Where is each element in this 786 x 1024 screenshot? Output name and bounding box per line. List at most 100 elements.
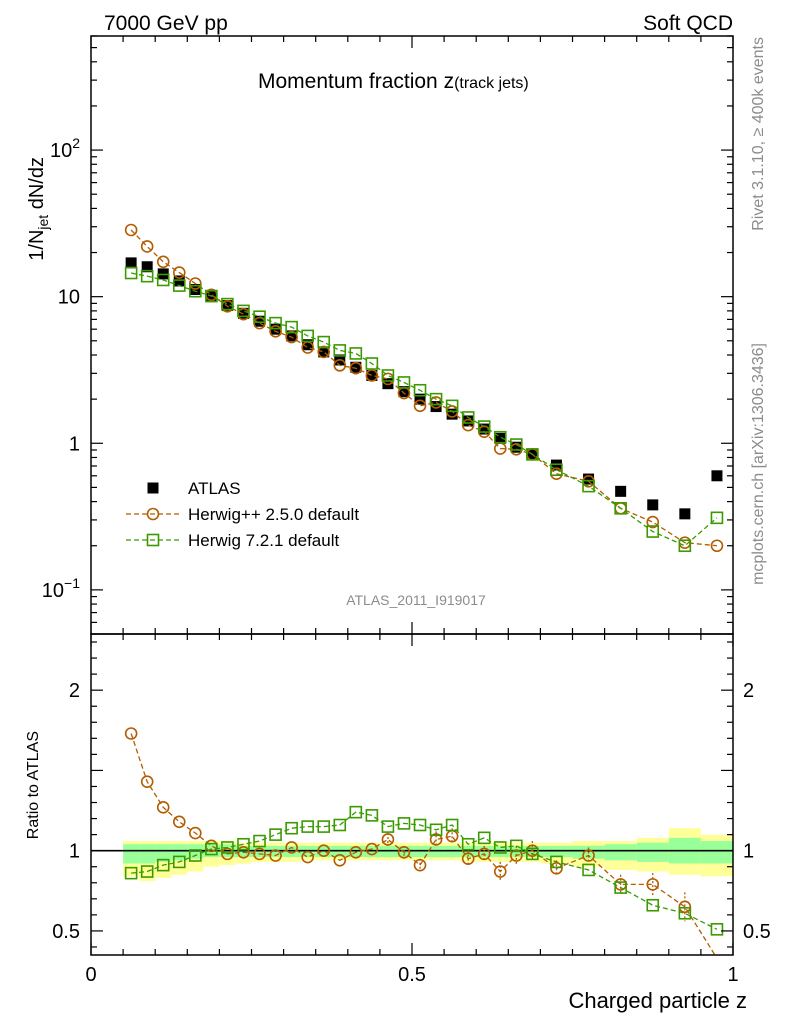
ratio-point [317, 844, 331, 857]
main-point [140, 240, 154, 253]
y-tick-base: 10 [50, 140, 72, 162]
rivet-label: Rivet 3.1.10, ≥ 400k events [750, 37, 767, 231]
y-tick-label: 1 [69, 433, 80, 455]
y-tick-label: 10 [58, 287, 80, 309]
ratio-band-inner [283, 845, 300, 858]
ratio-y-axis-label: Ratio to ATLAS [25, 731, 42, 839]
ratio-point [172, 855, 186, 869]
ratio-series-1 [124, 727, 716, 956]
ratio-band-inner [636, 842, 669, 862]
ratio-point [678, 900, 692, 914]
ratio-band-inner [315, 845, 332, 858]
ratio-panel-frame [90, 633, 734, 956]
legend-marker [146, 507, 160, 521]
main-point [253, 310, 266, 324]
ratio-point [429, 833, 443, 846]
main-point [302, 339, 314, 351]
ratio-point [413, 818, 427, 832]
main-point [237, 304, 250, 318]
plot-title-var: z [444, 70, 455, 93]
ratio-point [646, 878, 660, 891]
ratio-band-inner [331, 845, 348, 858]
main-point [582, 479, 595, 493]
legend-entry-0: ATLAS [147, 479, 241, 498]
main-point [269, 325, 282, 338]
ratio-band-inner [267, 845, 284, 858]
legend-entry-1: Herwig++ 2.5.0 default [126, 505, 359, 524]
mcplots-label: mcplots.cern.ch [arXiv:1306.3436] [750, 343, 767, 585]
main-point [678, 539, 692, 553]
ratio-point [269, 849, 282, 862]
ratio-tick-label-left: 1 [69, 841, 80, 863]
main-point [237, 307, 249, 319]
main-point [349, 361, 363, 375]
main-point [285, 320, 298, 334]
main-point [550, 463, 563, 477]
ratio-point [493, 841, 507, 854]
main-point [124, 223, 138, 237]
ratio-band-inner [412, 845, 429, 858]
analysis-id: ATLAS_2011_I919017 [346, 592, 486, 608]
y-tick-base: 1 [69, 433, 80, 455]
legend-entry-2: Herwig 7.2.1 default [126, 531, 339, 550]
main-point [381, 369, 395, 382]
y-tick-label: 10−1 [42, 575, 80, 602]
ratio-tick-label-right: 0.5 [743, 921, 771, 943]
main-point [526, 448, 539, 461]
x-tick-label: 1 [727, 964, 738, 986]
ratio-point [678, 906, 692, 920]
main-point [647, 499, 659, 511]
main-point [414, 393, 426, 405]
ratio-band-inner [155, 844, 172, 862]
main-point [125, 257, 137, 269]
y-tick-exponent: 2 [72, 135, 80, 151]
legend-label: Herwig++ 2.5.0 default [188, 505, 359, 524]
ratio-point [124, 866, 138, 880]
ratio-point [237, 837, 250, 851]
main-series-line [130, 229, 718, 547]
main-series-layer [124, 223, 724, 553]
ratio-point [172, 815, 186, 829]
ratio-point [365, 809, 379, 822]
legend: ATLAS Herwig++ 2.5.0 default Herwig 7.2.1 … [126, 479, 359, 550]
ratio-point [397, 845, 411, 859]
ratio-band-inner [139, 844, 156, 864]
main-point [461, 418, 475, 432]
main-point [646, 515, 660, 529]
ratio-point [285, 841, 298, 854]
ratio-point [221, 841, 234, 854]
ratio-series-2 [124, 805, 724, 936]
main-point [221, 297, 234, 311]
main-point [429, 392, 443, 406]
y-axis-label-prefix: 1/N [26, 230, 48, 261]
plot-title: Momentum fraction z(track jets) [258, 70, 529, 93]
legend-label: ATLAS [188, 479, 241, 498]
main-point [124, 266, 138, 280]
main-point [317, 345, 331, 359]
main-point [550, 459, 562, 471]
main-point [646, 525, 660, 538]
main-point [583, 473, 595, 485]
main-point [253, 316, 266, 330]
ratio-point [646, 898, 660, 912]
ratio-point [253, 834, 266, 848]
main-point [205, 289, 218, 303]
ratio-point [429, 823, 443, 837]
main-point [413, 383, 427, 397]
ratio-band-inner [123, 844, 140, 864]
ratio-band-inner [444, 845, 461, 858]
ratio-band-inner [347, 845, 364, 858]
main-point [366, 369, 378, 381]
main-point [140, 269, 154, 283]
ratio-band-inner [235, 845, 252, 858]
ratio-point [189, 849, 202, 862]
main-point [413, 399, 427, 413]
main-point [446, 408, 458, 420]
ratio-tick-label-right: 1 [743, 841, 754, 863]
main-series-2 [124, 266, 724, 553]
main-point [461, 411, 475, 424]
ratio-point [550, 862, 563, 875]
ratio-tick-label-left: 0.5 [52, 921, 80, 943]
ratio-point [510, 839, 523, 853]
ratio-point [333, 818, 347, 832]
